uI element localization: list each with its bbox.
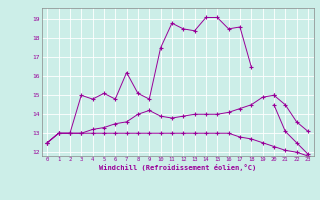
X-axis label: Windchill (Refroidissement éolien,°C): Windchill (Refroidissement éolien,°C) bbox=[99, 164, 256, 171]
